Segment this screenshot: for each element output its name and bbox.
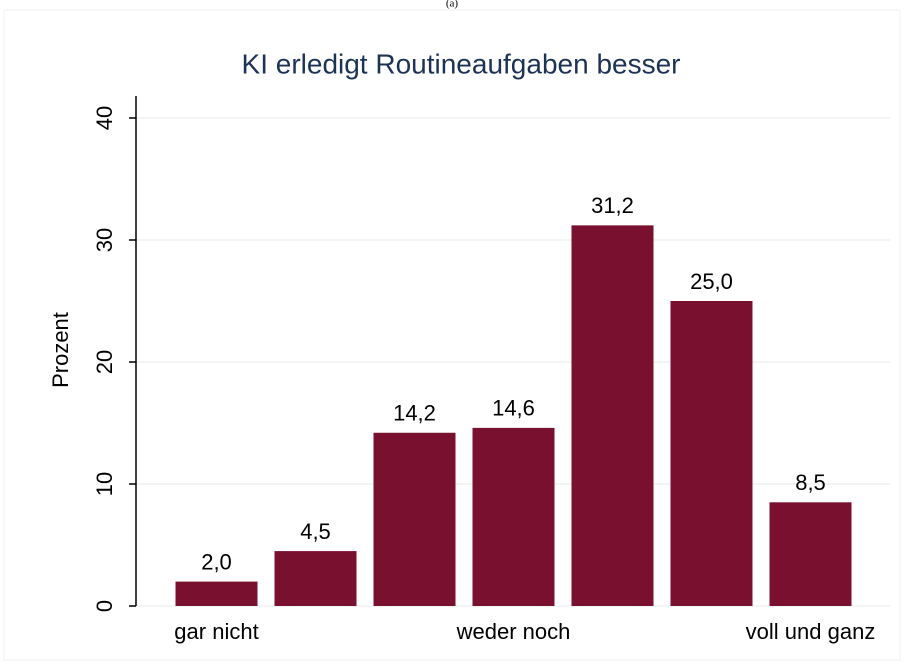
bar [175, 581, 258, 606]
y-tick-label: 10 [92, 472, 117, 496]
bar [769, 502, 852, 606]
caption: (a) [446, 0, 459, 10]
x-tick-label: weder noch [456, 619, 571, 644]
value-label: 4,5 [300, 519, 331, 544]
bar [472, 427, 555, 606]
value-label: 14,2 [393, 401, 436, 426]
y-tick-label: 30 [92, 228, 117, 252]
value-label: 14,6 [492, 396, 535, 421]
y-axis-label: Prozent [48, 312, 73, 388]
bar [670, 301, 753, 606]
x-tick-label: gar nicht [174, 619, 258, 644]
bar [571, 225, 654, 607]
value-label: 31,2 [591, 193, 634, 218]
value-label: 8,5 [795, 470, 826, 495]
value-label: 2,0 [201, 549, 232, 574]
chart-title: KI erledigt Routineaufgaben besser [242, 48, 681, 79]
bar [274, 551, 357, 606]
y-tick-label: 0 [92, 600, 117, 612]
x-tick-label: voll und ganz [746, 619, 876, 644]
y-tick-label: 40 [92, 106, 117, 130]
bar [373, 432, 456, 606]
y-tick-label: 20 [92, 350, 117, 374]
value-label: 25,0 [690, 269, 733, 294]
